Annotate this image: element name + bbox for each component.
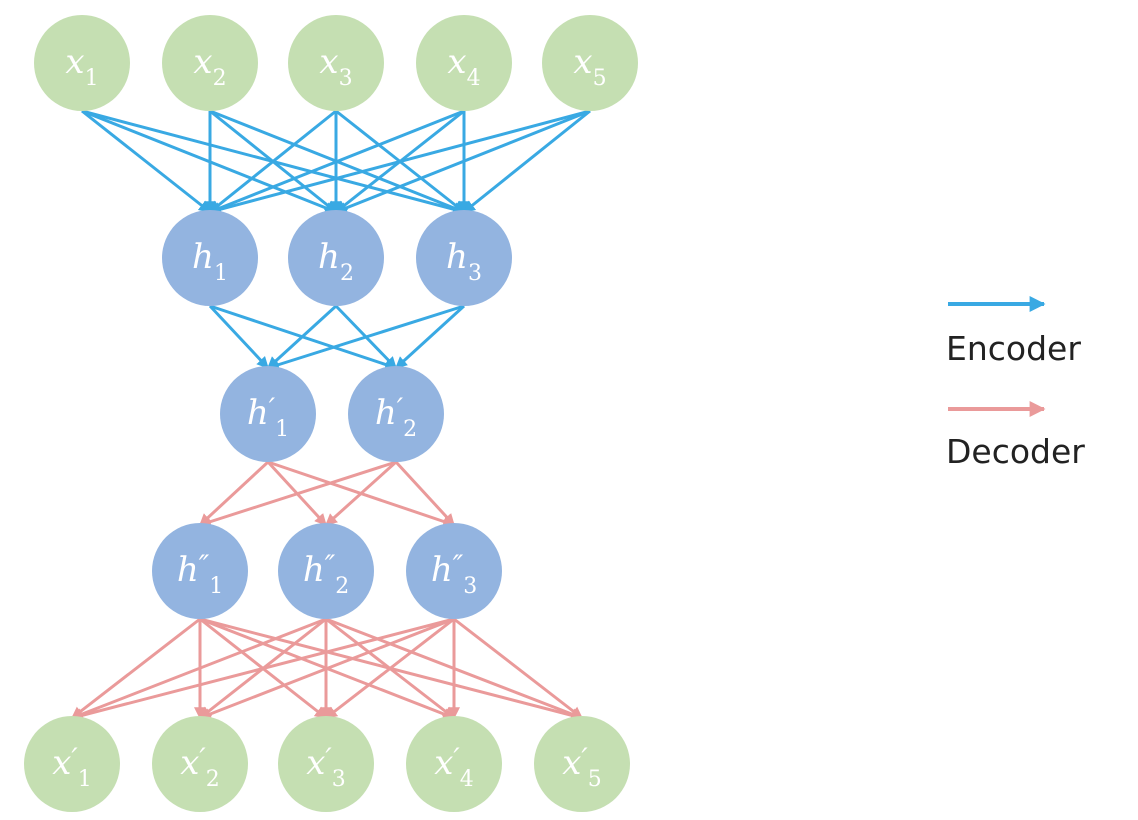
code-node-1: h′1 (220, 366, 316, 462)
encoder-edge-hidden1-2-to-code-1 (266, 304, 338, 370)
output-node-circle (152, 716, 248, 812)
code-node-label: h′1 (247, 392, 289, 442)
output-node-1: x′1 (24, 716, 120, 812)
output-node-5: x′5 (534, 716, 630, 812)
decoder-edge-hidden2-3-to-output-1 (70, 617, 455, 722)
hidden1-node-2: h2 (288, 210, 384, 306)
encoder-edge-input-5-to-hidden1-1 (208, 109, 591, 216)
code-node-circle (220, 366, 316, 462)
encoder-edge-hidden1-1-to-code-1 (208, 304, 270, 370)
input-node-circle (542, 15, 638, 111)
hidden2-node-circle (278, 523, 374, 619)
encoder-edge-input-5-to-hidden1-3 (463, 109, 591, 214)
input-node-1: x1 (34, 15, 130, 111)
output-node-circle (534, 716, 630, 812)
hidden2-node-circle (406, 523, 502, 619)
decoder-legend-label: Decoder (946, 432, 1085, 471)
output-node-circle (406, 716, 502, 812)
encoder-edge-input-3-to-hidden1-1 (209, 109, 337, 214)
output-node-label: x′2 (180, 742, 220, 792)
encoder-edge-hidden1-3-to-code-1 (266, 304, 465, 371)
hidden1-node-1: h1 (162, 210, 258, 306)
encoder-edge-input-1-to-hidden1-1 (81, 109, 211, 214)
hidden1-node-circle (416, 210, 512, 306)
decoder-edge-code-2-to-hidden2-1 (198, 460, 397, 528)
output-node-circle (278, 716, 374, 812)
decoder-edge-hidden2-3-to-output-3 (325, 617, 455, 720)
input-node-circle (288, 15, 384, 111)
input-node-4: x4 (416, 15, 512, 111)
decoder-edge-code-2-to-hidden2-2 (324, 460, 398, 527)
output-node-circle (24, 716, 120, 812)
hidden2-node-label: h″3 (431, 549, 477, 599)
hidden2-node-1: h″1 (152, 523, 248, 619)
output-node-label: x′3 (306, 742, 346, 792)
legend: Encoder Decoder (946, 296, 1085, 471)
output-node-2: x′2 (152, 716, 248, 812)
hidden1-node-label: h2 (318, 237, 354, 286)
hidden1-node-circle (288, 210, 384, 306)
decoder-edge-hidden2-3-to-output-2 (198, 617, 455, 720)
hidden2-node-3: h″3 (406, 523, 502, 619)
decoder-edge-code-2-to-hidden2-3 (394, 460, 456, 527)
input-node-2: x2 (162, 15, 258, 111)
decoder-edge-hidden2-3-to-output-5 (453, 617, 583, 720)
decoder-edge-code-1-to-hidden2-1 (198, 460, 270, 527)
output-node-label: x′4 (434, 742, 474, 792)
hidden1-node-3: h3 (416, 210, 512, 306)
network-edges (70, 109, 591, 722)
hidden2-node-circle (152, 523, 248, 619)
input-node-circle (162, 15, 258, 111)
input-node-label: x5 (573, 42, 606, 91)
encoder-legend-label: Encoder (946, 329, 1081, 368)
input-node-label: x1 (65, 42, 98, 91)
hidden1-node-circle (162, 210, 258, 306)
hidden2-node-label: h″1 (177, 549, 223, 599)
hidden1-node-label: h1 (192, 237, 228, 286)
input-node-circle (416, 15, 512, 111)
input-node-label: x4 (447, 42, 480, 91)
input-node-label: x2 (193, 42, 226, 91)
input-node-label: x3 (319, 42, 352, 91)
code-node-2: h′2 (348, 366, 444, 462)
code-node-label: h′2 (375, 392, 417, 442)
encoder-edge-hidden1-3-to-code-2 (394, 304, 466, 370)
hidden1-node-label: h3 (446, 237, 482, 286)
hidden2-node-2: h″2 (278, 523, 374, 619)
input-node-3: x3 (288, 15, 384, 111)
input-node-5: x5 (542, 15, 638, 111)
output-node-label: x′5 (562, 742, 602, 792)
hidden2-node-label: h″2 (303, 549, 349, 599)
output-node-3: x′3 (278, 716, 374, 812)
decoder-edge-hidden2-1-to-output-1 (71, 617, 201, 720)
code-node-circle (348, 366, 444, 462)
encoder-edge-input-5-to-hidden1-2 (334, 109, 591, 214)
input-node-circle (34, 15, 130, 111)
output-node-4: x′4 (406, 716, 502, 812)
output-node-label: x′1 (52, 742, 92, 792)
decoder-edge-hidden2-2-to-output-1 (70, 617, 327, 720)
encoder-edge-input-4-to-hidden1-1 (208, 109, 465, 214)
network-nodes: x1 x2 x3 x4 x5 h1 h2 h3 h′1 h′2 h″1 h″2 h″3 x′1 x′2 x′3… (24, 15, 638, 812)
